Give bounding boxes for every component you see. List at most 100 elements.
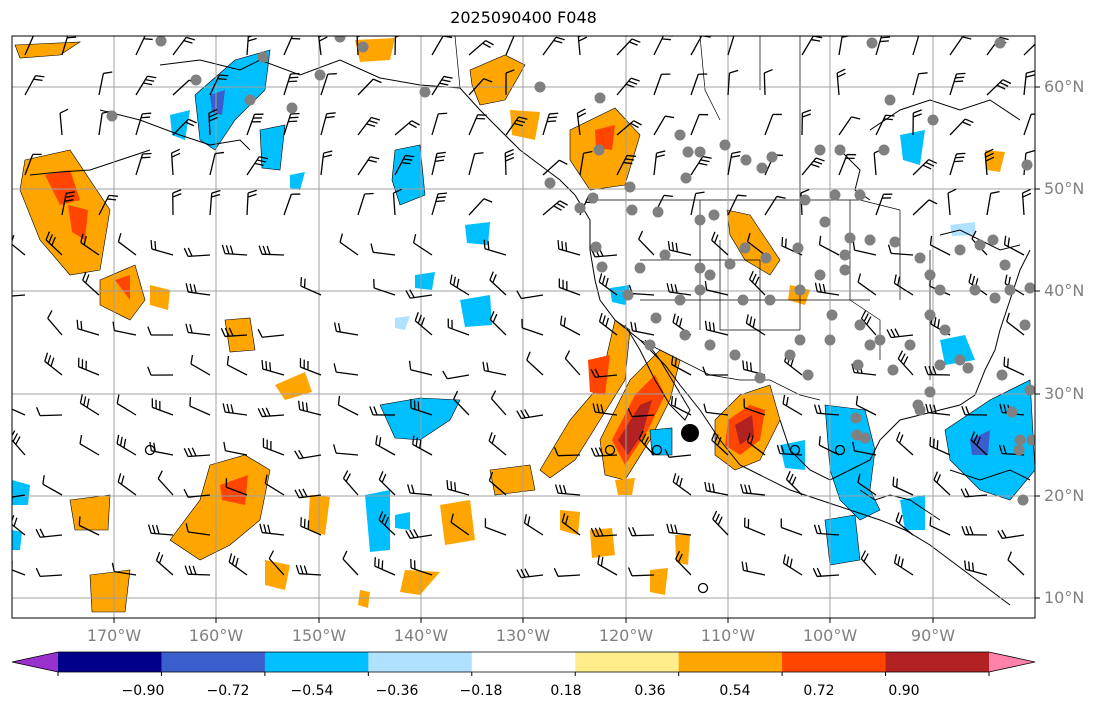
barb-feather — [954, 160, 964, 163]
barb-staff — [12, 523, 26, 536]
barb-feather — [323, 150, 333, 154]
barb-feather — [563, 317, 566, 327]
barb-feather — [381, 473, 387, 483]
barb-feather — [598, 527, 604, 537]
station-dot — [994, 37, 1006, 49]
barb-feather — [157, 470, 163, 479]
barb-feather — [968, 273, 972, 283]
barb-staff — [187, 573, 211, 576]
barb-feather — [290, 112, 300, 115]
barb-feather — [259, 156, 269, 160]
barb-feather — [813, 524, 818, 534]
barb-feather — [929, 235, 933, 245]
barb-feather — [490, 390, 497, 399]
barb-feather — [855, 395, 859, 406]
barb-feather — [1003, 404, 1007, 414]
barb-feather — [64, 199, 74, 202]
barb-feather — [882, 33, 891, 34]
barb-feather — [147, 524, 152, 534]
barb-staff — [338, 404, 359, 416]
barb-feather — [1007, 276, 1011, 286]
barb-staff — [632, 414, 655, 418]
barb-feather — [1004, 274, 1008, 284]
barb-feather — [117, 232, 122, 242]
colorbar-segment — [678, 652, 783, 672]
barb-feather — [189, 324, 193, 334]
barb-staff — [485, 526, 507, 536]
barb-feather — [962, 121, 971, 127]
station-dot — [852, 359, 864, 371]
station-dot — [834, 144, 846, 156]
barb-feather — [483, 198, 493, 203]
barb-feather — [745, 314, 749, 324]
station-dot — [784, 349, 796, 361]
barb-feather — [800, 188, 810, 194]
barb-feather — [188, 565, 193, 575]
barb-feather — [333, 322, 337, 332]
barb-feather — [192, 565, 197, 575]
barb-staff — [744, 407, 766, 416]
station-dot — [1006, 406, 1018, 418]
barb-feather — [3, 490, 7, 498]
barb-staff — [339, 241, 359, 256]
barb-feather — [893, 554, 898, 564]
station-dot — [694, 146, 706, 158]
barb-feather — [143, 38, 153, 41]
barb-feather — [785, 396, 789, 406]
barb-staff — [336, 371, 359, 376]
barb-feather — [558, 484, 563, 494]
barb-feather — [333, 444, 337, 454]
station-dot — [334, 36, 346, 43]
barb-feather — [900, 353, 906, 362]
station-dot — [724, 258, 736, 270]
barb-staff — [557, 454, 581, 457]
barb-feather — [925, 161, 935, 167]
barb-feather — [894, 328, 900, 337]
calm-marker — [651, 444, 663, 456]
barb-feather — [750, 435, 754, 445]
barb-feather — [813, 404, 818, 414]
station-dot — [650, 312, 662, 324]
station-dot — [155, 36, 167, 47]
barb-feather — [83, 235, 87, 245]
barb-staff — [24, 36, 35, 56]
barb-feather — [553, 39, 563, 44]
colorbar-segment — [161, 652, 266, 672]
barb-feather — [704, 320, 708, 330]
barb-feather — [145, 78, 155, 82]
barb-feather — [524, 409, 530, 418]
barb-staff — [342, 558, 359, 576]
barb-feather — [375, 435, 378, 445]
barb-feather — [415, 437, 419, 447]
barb-staff — [373, 287, 396, 296]
barb-feather — [625, 158, 635, 161]
station-dot — [1017, 494, 1029, 506]
barb-feather — [674, 524, 678, 534]
barb-feather — [326, 112, 336, 115]
station-dot — [1019, 319, 1031, 331]
barb-feather — [631, 38, 641, 43]
barb-feather — [857, 473, 861, 483]
barb-feather — [1002, 79, 1012, 85]
barb-staff — [521, 294, 544, 300]
barb-feather — [936, 474, 941, 483]
barb-feather — [33, 78, 43, 82]
barb-feather — [155, 551, 161, 561]
barb-feather — [505, 156, 515, 162]
barb-feather — [670, 524, 674, 534]
barb-feather — [151, 524, 156, 534]
station-dot — [419, 86, 431, 98]
barb-feather — [526, 351, 531, 361]
colorbar-segment — [885, 652, 990, 672]
station-dot — [864, 234, 876, 246]
barb-feather — [782, 554, 786, 564]
colorbar-tick-label: 0.72 — [803, 683, 835, 699]
barb-feather — [956, 152, 966, 155]
barb-feather — [956, 72, 966, 75]
barb-feather — [893, 274, 897, 284]
barb-feather — [703, 403, 707, 413]
barb-feather — [897, 276, 901, 286]
barb-feather — [782, 394, 786, 404]
barb-feather — [997, 530, 1003, 539]
barb-feather — [50, 357, 55, 367]
